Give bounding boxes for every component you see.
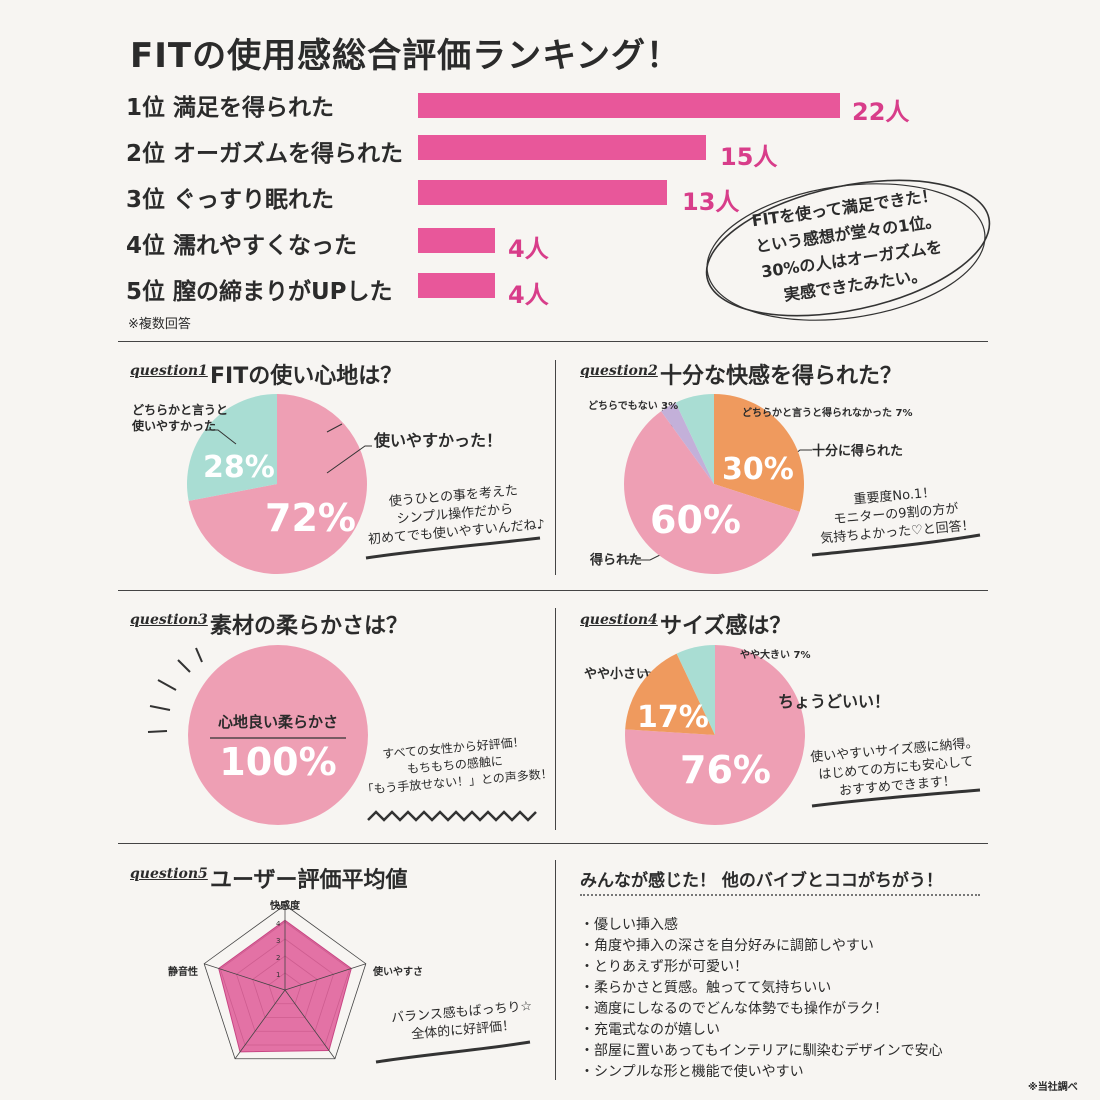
q1-label-minor: どちらかと言うと 使いやすかった (132, 402, 228, 434)
divider (555, 608, 556, 830)
q4-pie (625, 645, 805, 825)
rank-label: 4位 濡れやすくなった (126, 233, 358, 259)
list-item: ・部屋に置いあってもインテリアに馴染むデザインで安心 (580, 1043, 943, 1059)
list-item: ・適度にしなるのでどんな体勢でも操作がラク！ (580, 1001, 888, 1017)
radar-scale-label: 4 (276, 920, 281, 928)
question-title: サイズ感は？ (660, 614, 792, 639)
question-title: ユーザー評価平均値 (210, 868, 408, 893)
q2-label-enough: 十分に得られた (812, 444, 904, 459)
rank-count: 4人 (508, 281, 549, 309)
pie-slice (661, 402, 714, 484)
rank-bar (418, 180, 668, 205)
question-tag: question2 (580, 363, 658, 379)
rank-count: 13人 (682, 188, 740, 216)
radar-scale-label: 1 (276, 971, 280, 979)
pie-slice (676, 645, 715, 735)
bubble-ovals (705, 179, 991, 321)
question-tag: question5 (130, 866, 208, 882)
divider (555, 860, 556, 1080)
q3-pct: 100% (219, 740, 337, 784)
q3-label: 心地良い柔らかさ (217, 713, 338, 731)
list-item: ・とりあえず形が可愛い！ (580, 959, 748, 975)
q2-pie (624, 394, 804, 574)
radar-spoke (284, 963, 366, 991)
q1-pct-major: 72% (265, 496, 356, 540)
q4-label-just: ちょうどいい！ (778, 692, 891, 711)
q1-label-major: 使いやすかった！ (374, 431, 503, 450)
q1-label-minor-line: 使いやすかった (132, 419, 217, 433)
pie-slice (714, 394, 804, 512)
radar-axis-label: 快感度 (270, 901, 300, 912)
q5-radar: 1 2 3 4 5 (203, 903, 367, 1060)
q1-comment: 使うひとの事を考えた シンプル操作だから 初めてでも使いやすいんだね♪ (358, 480, 552, 550)
rank-count: 15人 (720, 143, 778, 171)
question-tag: question3 (130, 612, 208, 628)
radar-axis-label: 使いやすさ (373, 967, 423, 978)
pie-slice (675, 394, 714, 484)
rank-label: 1位 満足を得られた (126, 95, 335, 121)
pie-slice (188, 394, 367, 574)
divider (118, 590, 988, 591)
pie-slice (624, 411, 800, 574)
ranking-footnote: ※複数回答 (128, 317, 191, 332)
divider (118, 843, 988, 844)
q4-pct-small: 17% (637, 700, 709, 735)
divider (118, 341, 988, 342)
radar-spoke (204, 963, 286, 991)
q2-label-got: 得られた (590, 553, 643, 568)
rank-label: 2位 オーガズムを得られた (126, 141, 404, 167)
list-item: ・シンプルな形と機能で使いやすい (580, 1064, 804, 1080)
radar-scale-label: 5 (276, 903, 280, 911)
radar-scale-label: 2 (276, 954, 280, 962)
q3-comment: すべての女性から好評価！ もちもちの感触に 「もう手放せない！」との声多数！ (358, 732, 553, 799)
list-item: ・優しい挿入感 (580, 917, 678, 933)
rank-label: 5位 膣の締まりがUPした (126, 279, 393, 305)
q1-pie (187, 394, 367, 574)
q2-pct-got: 60% (650, 498, 741, 542)
q4-pct-just: 76% (680, 748, 771, 792)
q4-label-large: やや大きい 7% (740, 650, 811, 661)
q3-pie (188, 645, 368, 825)
q1-label-minor-line: どちらかと言うと (132, 403, 229, 417)
source-note: ※当社調べ (1028, 1082, 1078, 1093)
radar-scale-label: 3 (276, 937, 280, 945)
question-title: 十分な快感を得られた？ (660, 364, 903, 389)
q2-pct-enough: 30% (722, 452, 794, 487)
rank-bar (418, 273, 495, 298)
radar-spoke (234, 989, 286, 1060)
pie-slice (188, 645, 368, 825)
q1-pct-minor: 28% (203, 450, 275, 485)
q4-comment: 使いやすいサイズ感に納得。 はじめての方にも安心して おすすめできます！ (804, 734, 988, 803)
rank-count: 4人 (508, 235, 549, 263)
list-item: ・角度や挿入の深さを自分好みに調節しやすい (580, 938, 874, 954)
q2-label-neutral: どちらでもない 3% (588, 401, 679, 412)
list-item: ・充電式なのが嬉しい (580, 1022, 720, 1038)
rank-count: 22人 (852, 98, 910, 126)
radar-axis-label: 静音性 (168, 967, 198, 978)
q4-label-small: やや小さい (584, 667, 650, 682)
page-title: FITの使用感総合評価ランキング！ (130, 36, 682, 76)
rank-bar (418, 228, 495, 253)
question-title: 素材の柔らかさは？ (210, 614, 409, 639)
q2-label-not: どちらかと言うと得られなかった 7% (742, 408, 913, 419)
rank-label: 3位 ぐっすり眠れた (126, 187, 335, 213)
rank-bar (418, 93, 840, 118)
question-title: FITの使い心地は？ (210, 364, 403, 389)
q5-comment: バランス感もばっちり☆ 全体的に好評価！ (374, 996, 551, 1047)
features-title: みんなが感じた！ 他のバイブとココがちがう！ (580, 871, 943, 891)
divider (555, 360, 556, 575)
radar-grid-ring (203, 904, 367, 1060)
pie-slice (625, 653, 715, 735)
list-item: ・柔らかさと質感。触ってて気持ちいい (580, 980, 832, 996)
q2-comment: 重要度No.1！ モニターの9割の方が 気持ちよかった♡と回答！ (804, 480, 988, 549)
pie-slice (187, 394, 277, 501)
features-divider (580, 894, 980, 896)
question-tag: question1 (130, 363, 208, 379)
question-tag: question4 (580, 612, 658, 628)
radar-spoke (284, 989, 336, 1060)
rank-bar (418, 135, 706, 160)
